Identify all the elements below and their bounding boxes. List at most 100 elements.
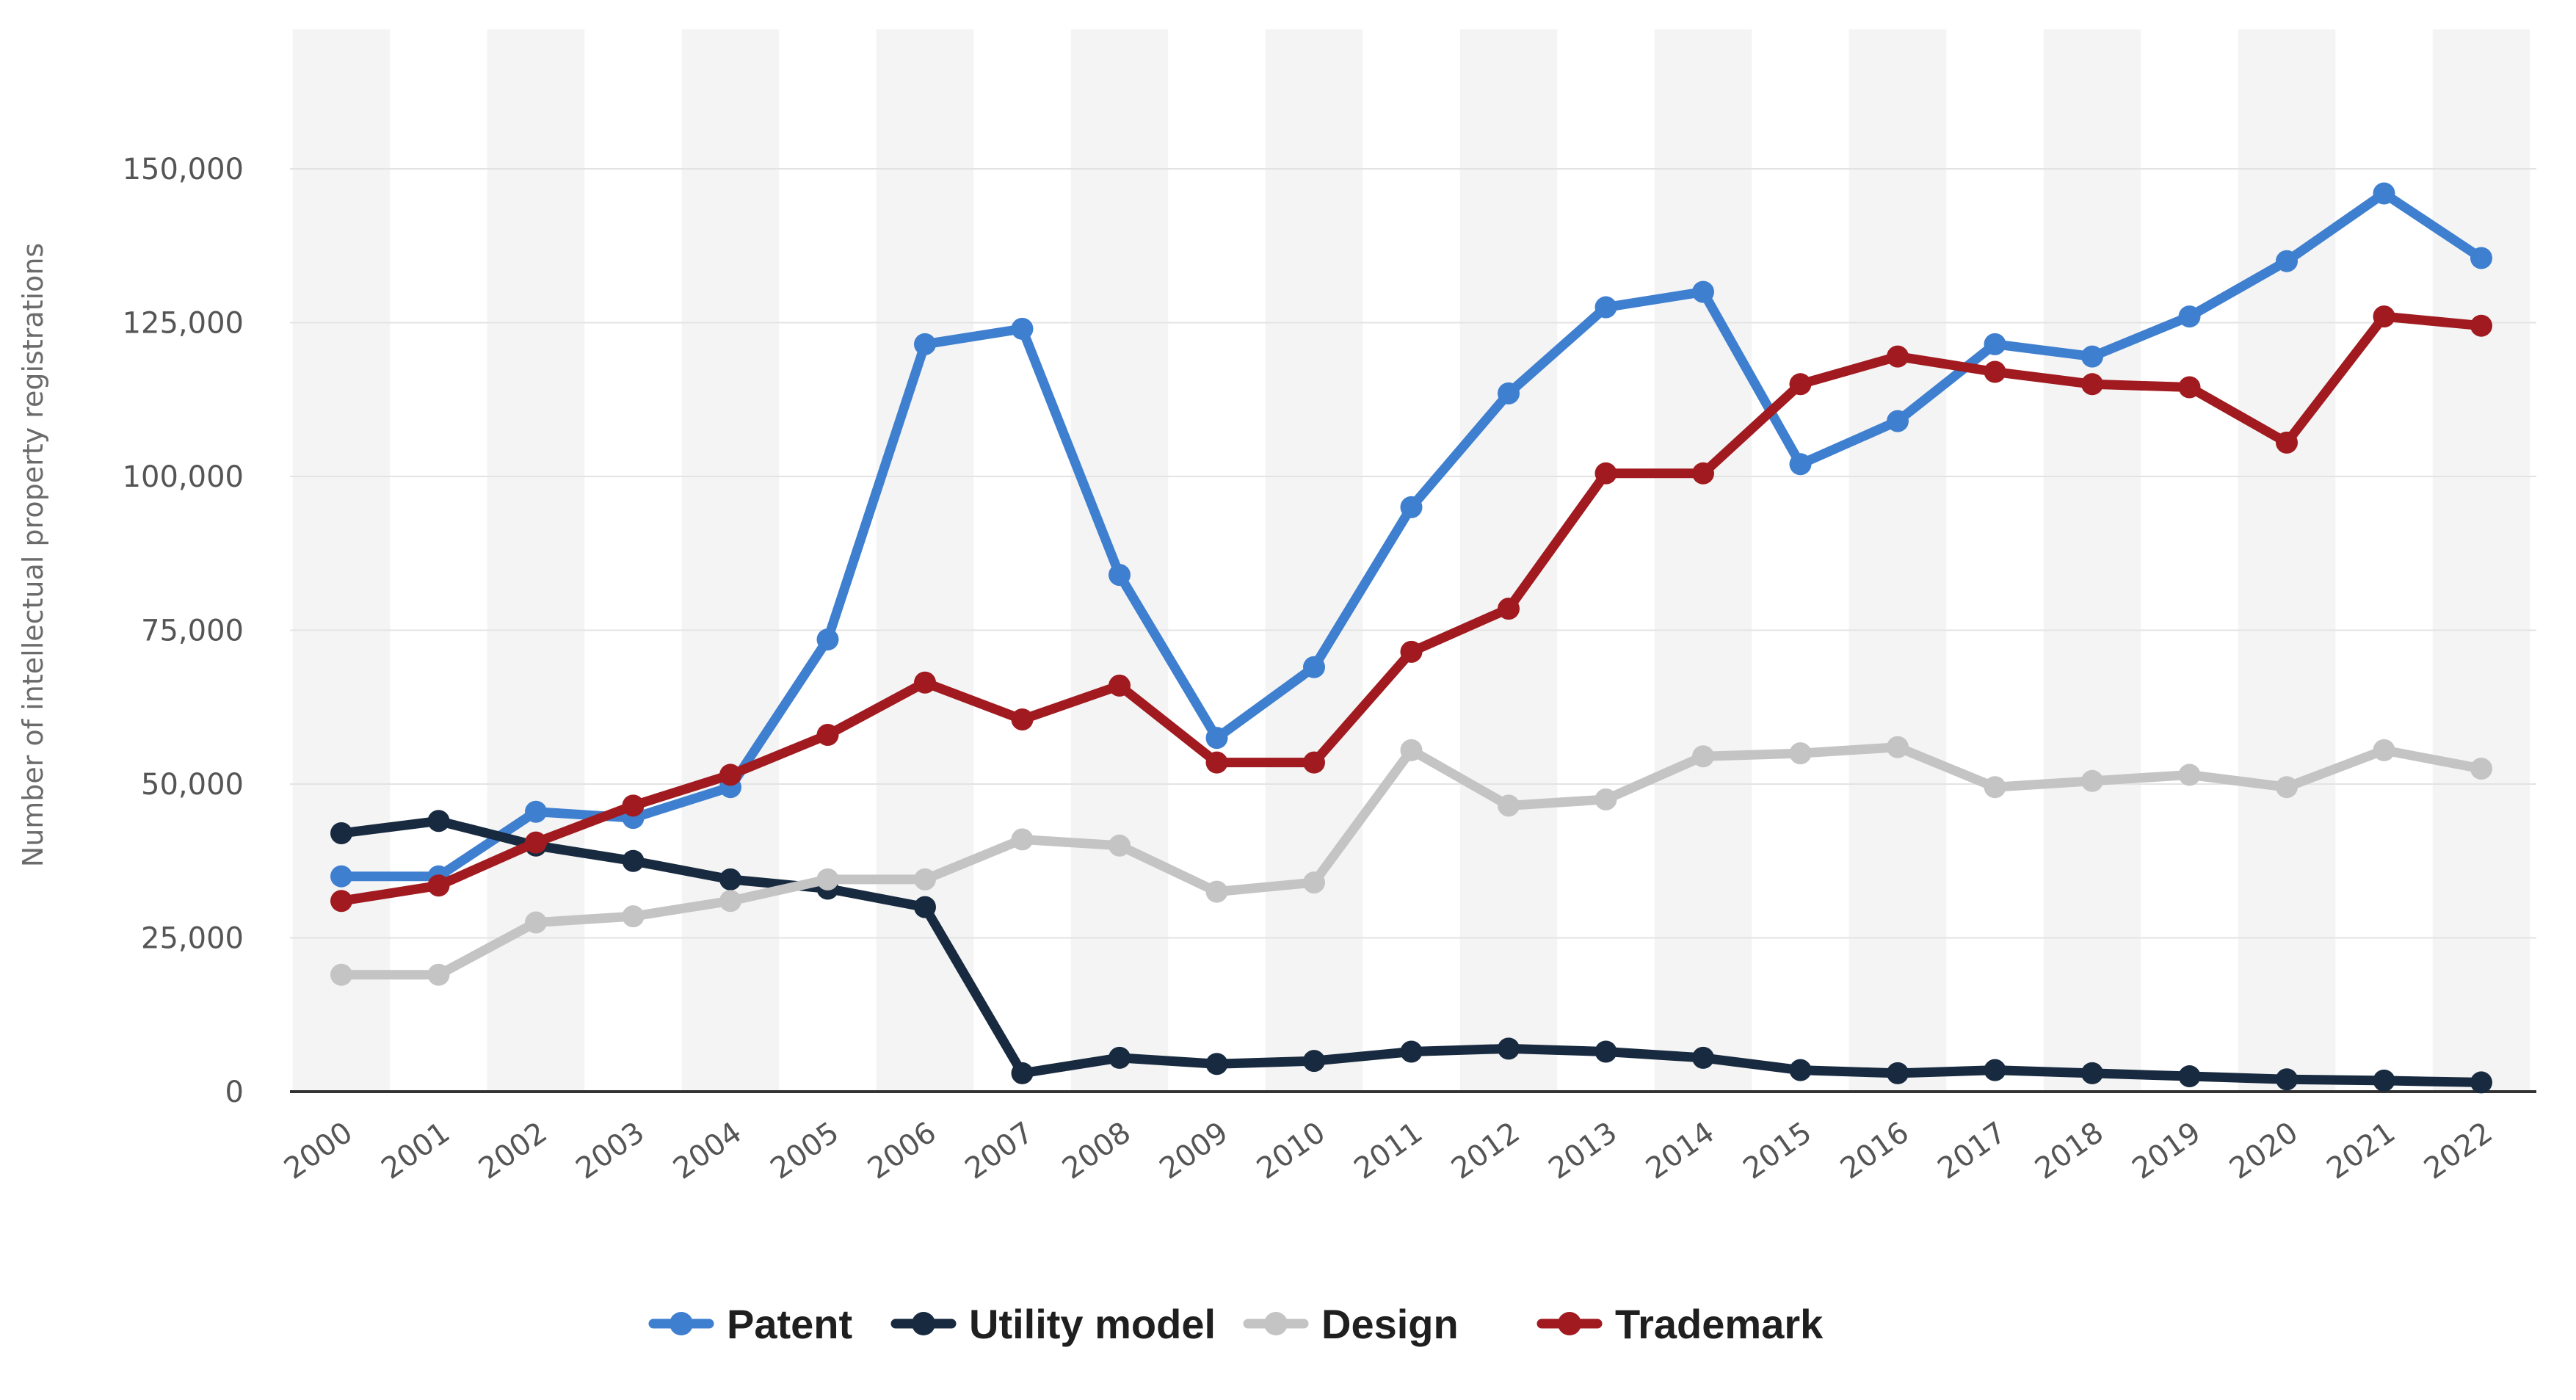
data-point	[1984, 333, 2006, 355]
data-point	[719, 890, 741, 913]
data-point	[622, 905, 645, 928]
data-point	[2373, 1069, 2395, 1092]
data-point	[719, 868, 741, 891]
data-point	[1303, 1050, 1325, 1073]
legend-item-utility-model[interactable]: Utility model	[890, 1301, 1216, 1347]
legend-swatch-marker	[1264, 1312, 1288, 1335]
y-tick-label: 0	[225, 1076, 244, 1109]
data-point	[1984, 360, 2006, 383]
data-point	[1011, 828, 1034, 851]
y-axis-ticks: 0 25,000 50,000 75,000 100,000 125,000 150,000	[123, 153, 244, 1109]
data-point	[330, 890, 352, 913]
data-point	[1789, 453, 1812, 476]
x-tick-label: 2018	[2029, 1116, 2110, 1186]
column-band	[292, 29, 391, 1092]
data-point	[2470, 314, 2492, 337]
data-point	[1205, 1053, 1228, 1076]
data-point	[330, 963, 352, 986]
data-point	[1109, 834, 1131, 857]
data-point	[1011, 708, 1034, 731]
data-point	[1205, 727, 1228, 750]
legend-label: Design	[1321, 1301, 1459, 1347]
data-point	[2470, 758, 2492, 780]
y-tick-label: 50,000	[141, 768, 244, 802]
data-point	[622, 849, 645, 872]
column-band	[1070, 29, 1169, 1092]
column-band	[2238, 29, 2336, 1092]
y-tick-label: 75,000	[141, 614, 244, 648]
data-point	[1400, 1040, 1423, 1063]
data-point	[816, 723, 839, 746]
column-band	[1848, 29, 1947, 1092]
x-tick-label: 2016	[1835, 1116, 1915, 1186]
data-point	[1205, 880, 1228, 903]
legend-item-design[interactable]: Design	[1243, 1301, 1459, 1347]
x-tick-label: 2022	[2418, 1116, 2499, 1186]
data-point	[914, 671, 936, 694]
x-tick-label: 2010	[1251, 1116, 1332, 1186]
legend[interactable]: Patent Utility model Design Trademark	[648, 1301, 1824, 1347]
data-point	[2276, 431, 2298, 454]
x-tick-label: 2017	[1931, 1116, 2012, 1186]
column-band	[1654, 29, 1752, 1092]
data-point	[2081, 345, 2103, 368]
data-point	[1303, 751, 1325, 774]
x-tick-label: 2004	[667, 1116, 748, 1186]
data-point	[427, 810, 450, 833]
y-tick-label: 25,000	[141, 922, 244, 956]
x-tick-label: 2012	[1445, 1116, 1526, 1186]
y-tick-label: 125,000	[123, 307, 244, 341]
data-point	[2373, 739, 2395, 761]
data-point	[525, 911, 547, 934]
data-point	[2178, 376, 2201, 399]
data-point	[1692, 1046, 1714, 1069]
data-point	[1594, 296, 1617, 319]
data-point	[2470, 247, 2492, 269]
data-point	[914, 333, 936, 355]
legend-label: Patent	[727, 1301, 852, 1347]
data-point	[2178, 305, 2201, 328]
data-point	[1303, 871, 1325, 894]
data-point	[330, 865, 352, 888]
data-point	[1109, 674, 1131, 697]
data-point	[2081, 769, 2103, 792]
legend-item-trademark[interactable]: Trademark	[1536, 1301, 1824, 1347]
data-point	[1692, 280, 1714, 303]
data-point	[816, 628, 839, 651]
data-point	[1789, 742, 1812, 765]
data-point	[719, 764, 741, 786]
column-band	[681, 29, 780, 1092]
x-tick-label: 2021	[2321, 1116, 2401, 1186]
series-design	[330, 736, 2492, 986]
data-point	[2178, 1065, 2201, 1088]
x-tick-label: 2007	[959, 1116, 1040, 1186]
data-point	[1498, 1037, 1520, 1060]
data-point	[1303, 656, 1325, 678]
legend-swatch-marker	[912, 1312, 935, 1335]
legend-swatch-marker	[1558, 1312, 1581, 1335]
data-point	[1887, 410, 1909, 432]
data-point	[2276, 250, 2298, 272]
legend-label: Trademark	[1615, 1301, 1824, 1347]
data-point	[1789, 1059, 1812, 1081]
x-tick-label: 2002	[473, 1116, 554, 1186]
data-point	[1400, 739, 1423, 761]
data-point	[1692, 462, 1714, 485]
data-point	[1887, 345, 1909, 368]
series-utility-model	[330, 810, 2492, 1094]
x-axis-ticks: 2000 2001 2002 2003 2004 2005 2006 2007 2008 2009…	[278, 1116, 2499, 1186]
data-point	[1984, 1059, 2006, 1081]
x-tick-label: 2000	[278, 1116, 359, 1186]
x-tick-label: 2020	[2224, 1116, 2304, 1186]
legend-item-patent[interactable]: Patent	[648, 1301, 852, 1347]
data-point	[622, 794, 645, 817]
data-point	[2276, 776, 2298, 799]
data-point	[525, 800, 547, 823]
x-tick-label: 2008	[1056, 1116, 1137, 1186]
data-point	[1400, 640, 1423, 663]
data-point	[1887, 736, 1909, 758]
data-point	[1498, 598, 1520, 620]
data-point	[1400, 496, 1423, 518]
data-point	[1109, 564, 1131, 587]
data-point	[525, 831, 547, 854]
